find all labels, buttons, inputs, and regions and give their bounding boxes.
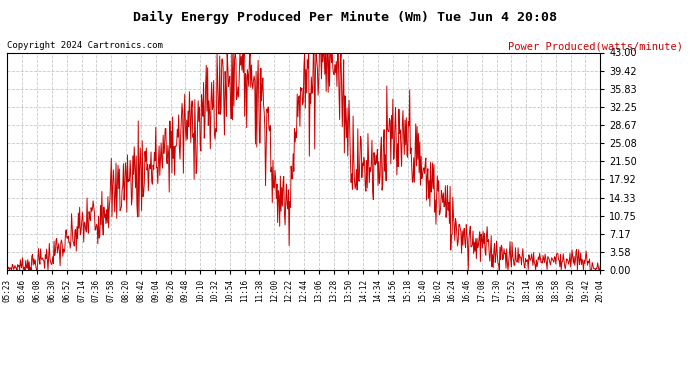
Text: Power Produced(watts/minute): Power Produced(watts/minute): [508, 41, 683, 51]
Text: Copyright 2024 Cartronics.com: Copyright 2024 Cartronics.com: [7, 41, 163, 50]
Text: Daily Energy Produced Per Minute (Wm) Tue Jun 4 20:08: Daily Energy Produced Per Minute (Wm) Tu…: [133, 11, 557, 24]
